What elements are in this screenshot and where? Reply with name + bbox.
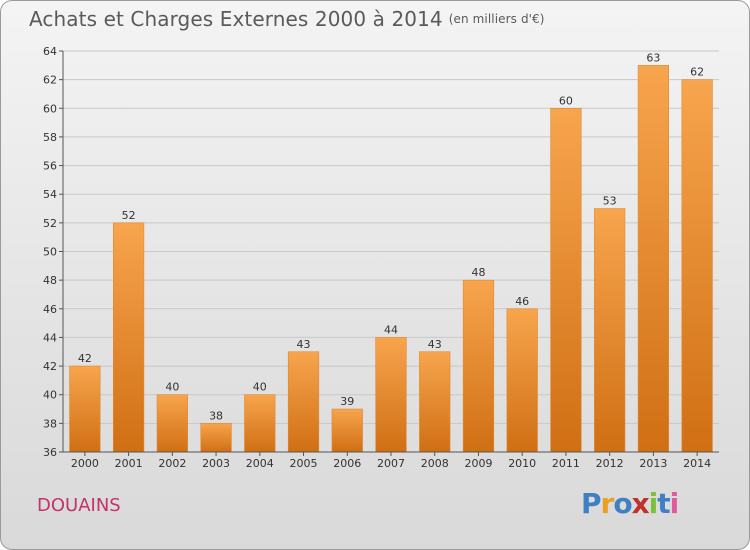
- y-tick-label: 58: [43, 131, 57, 144]
- x-tick-label: 2013: [639, 457, 667, 470]
- y-tick-label: 50: [43, 246, 57, 259]
- bar: [156, 394, 188, 453]
- logo-letter: i: [648, 487, 659, 520]
- y-tick-label: 60: [43, 102, 57, 115]
- logo-letter: r: [600, 487, 615, 520]
- bar: [506, 308, 538, 453]
- logo-letter: P: [581, 487, 602, 520]
- bar-value-label: 53: [603, 195, 617, 208]
- x-tick-label: 2012: [596, 457, 624, 470]
- y-tick-label: 56: [43, 160, 57, 173]
- y-tick-label: 48: [43, 274, 57, 287]
- x-tick-label: 2014: [683, 457, 711, 470]
- y-tick-label: 36: [43, 446, 57, 459]
- bar-value-label: 44: [384, 323, 398, 336]
- y-tick-label: 62: [43, 74, 57, 87]
- bar: [550, 107, 582, 453]
- bar: [331, 408, 363, 453]
- logo-letter: t: [657, 487, 670, 520]
- y-tick-label: 40: [43, 389, 57, 402]
- bar-value-label: 39: [340, 395, 354, 408]
- x-tick-label: 2002: [158, 457, 186, 470]
- y-tick-label: 38: [43, 417, 57, 430]
- y-tick-label: 44: [43, 331, 57, 344]
- x-tick-label: 2003: [202, 457, 230, 470]
- y-tick-label: 52: [43, 217, 57, 230]
- city-name: DOUAINS: [37, 495, 121, 516]
- bar-value-label: 46: [515, 295, 529, 308]
- bar: [244, 394, 276, 453]
- y-tick-label: 64: [43, 45, 57, 58]
- logo-letter: i: [669, 487, 680, 520]
- bar-value-label: 43: [428, 338, 442, 351]
- x-tick-label: 2011: [552, 457, 580, 470]
- bar-value-label: 43: [297, 338, 311, 351]
- x-tick-label: 2009: [464, 457, 492, 470]
- bar-value-label: 40: [253, 381, 267, 394]
- bar-value-label: 40: [165, 381, 179, 394]
- x-tick-label: 2008: [421, 457, 449, 470]
- bar: [681, 79, 713, 453]
- bar: [112, 222, 145, 453]
- x-tick-label: 2005: [290, 457, 318, 470]
- x-tick-label: 2004: [246, 457, 274, 470]
- y-tick-label: 46: [43, 303, 57, 316]
- bar: [637, 65, 670, 453]
- x-tick-label: 2007: [377, 457, 405, 470]
- x-tick-label: 2000: [71, 457, 99, 470]
- x-tick-label: 2001: [115, 457, 143, 470]
- bar: [375, 337, 407, 453]
- bar: [594, 208, 626, 453]
- bar-value-label: 48: [471, 266, 485, 279]
- bar: [419, 351, 451, 453]
- bar-value-label: 62: [690, 66, 704, 79]
- chart-title: Achats et Charges Externes 2000 à 2014 (e…: [29, 7, 545, 31]
- bar-value-label: 52: [122, 209, 136, 222]
- bar: [462, 279, 495, 453]
- chart-unit: (en milliers d'€): [448, 12, 545, 26]
- bar-value-label: 38: [209, 409, 223, 422]
- bar: [69, 365, 101, 453]
- y-tick-label: 54: [43, 188, 57, 201]
- logo-letter: o: [613, 487, 632, 520]
- bar-value-label: 42: [78, 352, 92, 365]
- x-tick-label: 2010: [508, 457, 536, 470]
- logo-letter: x: [631, 487, 650, 520]
- bar: [200, 423, 232, 453]
- bar-value-label: 60: [559, 94, 573, 107]
- bar-value-label: 63: [646, 51, 660, 64]
- proxiti-logo[interactable]: Proxiti: [581, 487, 680, 520]
- bar-series: 42 52 40 38 40 43 39 44 43 48 46 60 53 63 62: [69, 51, 713, 453]
- y-tick-label: 42: [43, 360, 57, 373]
- chart-title-text: Achats et Charges Externes 2000 à 2014: [29, 7, 443, 31]
- axes: 36 38 40 42 44 46 48 50 52 54 56 58 60 62 64 2000 2001 20…: [43, 45, 719, 470]
- bar: [287, 351, 320, 453]
- x-tick-label: 2006: [333, 457, 361, 470]
